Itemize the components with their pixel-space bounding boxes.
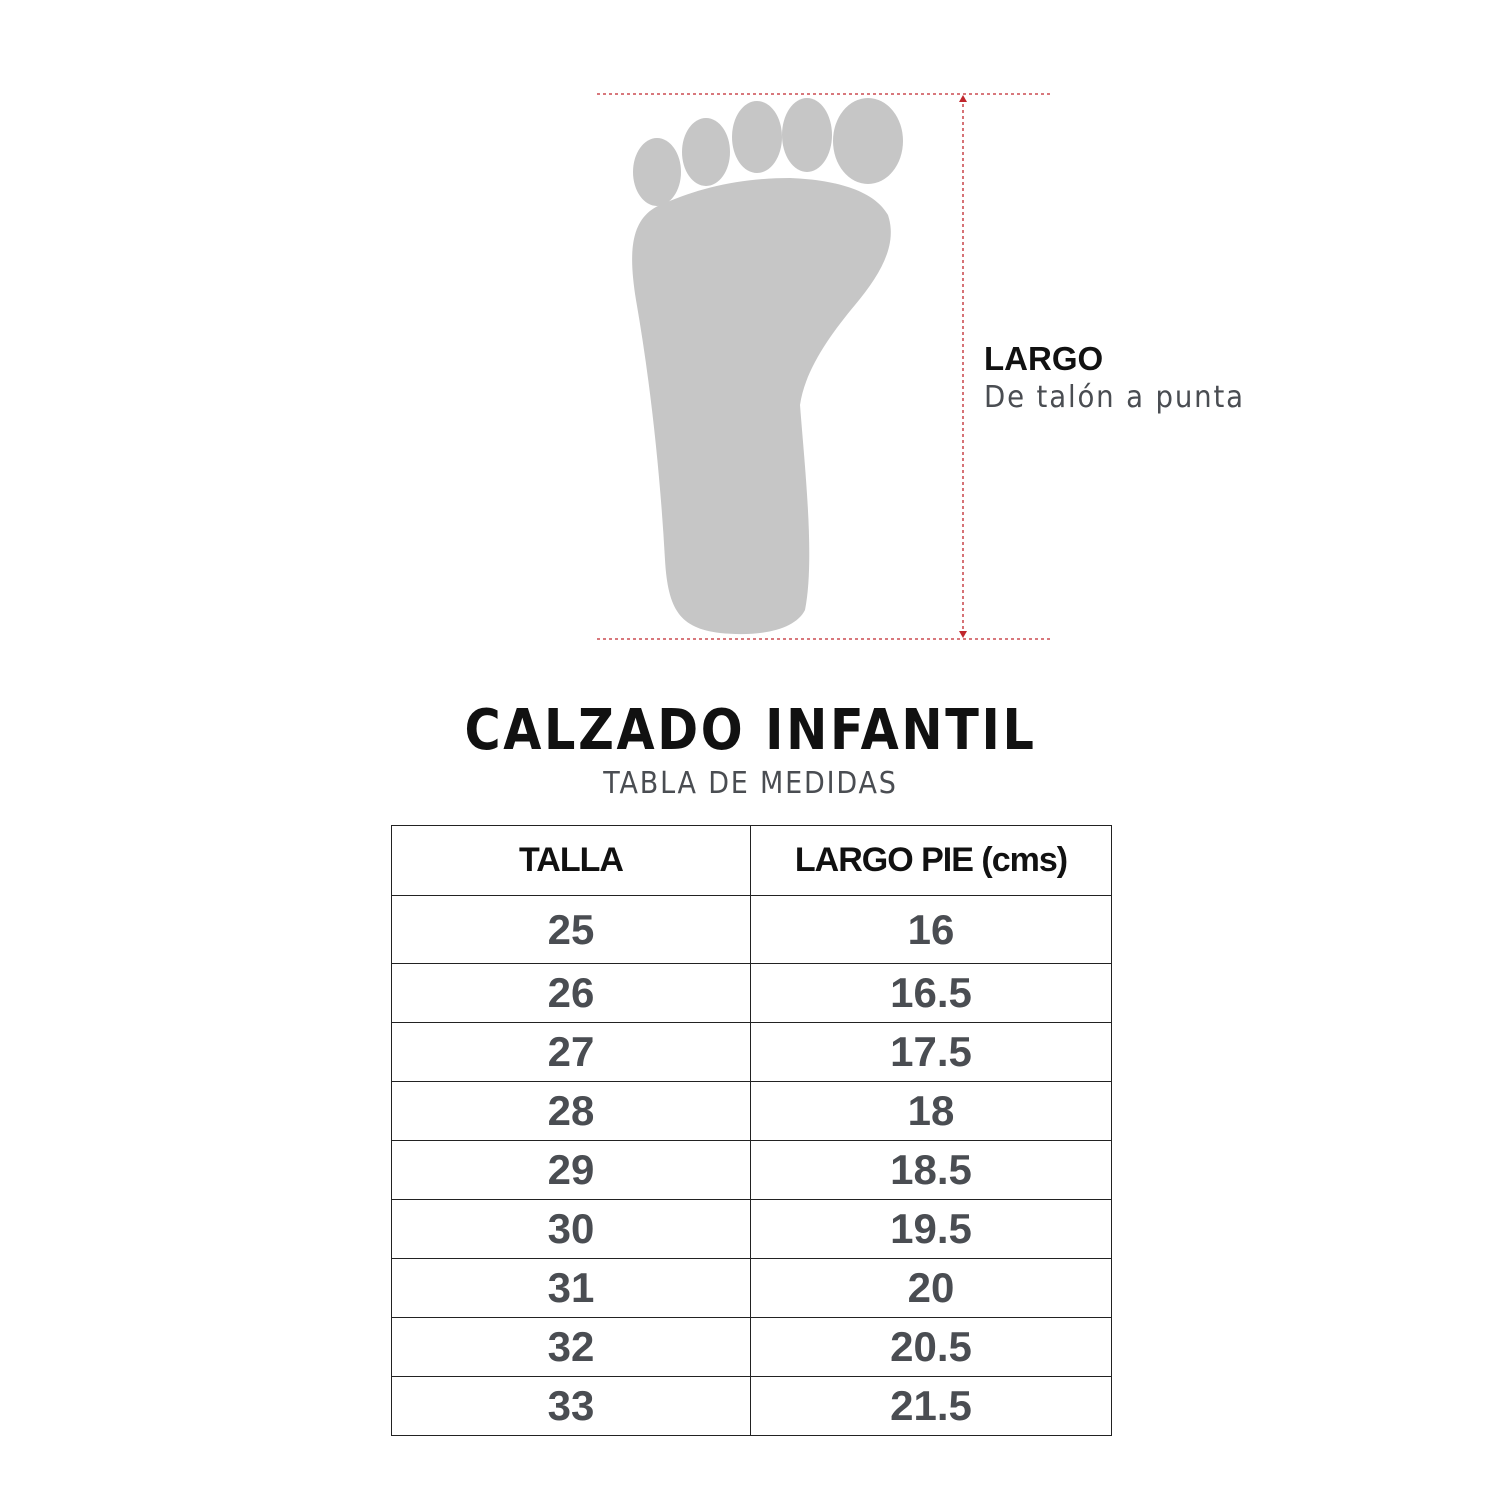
size-cell: 31 — [391, 1258, 751, 1318]
measure-label: LARGO — [984, 340, 1104, 377]
table-header-row: TALLA LARGO PIE (cms) — [391, 825, 1112, 896]
table-row: 28 18 — [391, 1081, 1112, 1141]
foot-illustration — [597, 93, 1052, 640]
table-row: 25 16 — [391, 895, 1112, 964]
measure-guides — [597, 93, 1052, 640]
size-cell: 26 — [391, 963, 751, 1023]
size-cell: 28 — [391, 1081, 751, 1141]
page-subtitle: TABLA DE MEDIDAS — [603, 766, 898, 801]
foot-length-cell: 16 — [750, 895, 1112, 964]
foot-length-cell: 21.5 — [750, 1376, 1112, 1436]
foot-length-cell: 16.5 — [750, 963, 1112, 1023]
table-row: 33 21.5 — [391, 1376, 1112, 1436]
foot-length-cell: 20.5 — [750, 1317, 1112, 1377]
table-row: 26 16.5 — [391, 963, 1112, 1023]
arrow-down-icon — [959, 631, 967, 638]
arrow-up-icon — [959, 95, 967, 102]
table-row: 27 17.5 — [391, 1022, 1112, 1082]
table-row: 29 18.5 — [391, 1140, 1112, 1200]
size-cell: 27 — [391, 1022, 751, 1082]
table-row: 30 19.5 — [391, 1199, 1112, 1259]
column-header-talla: TALLA — [391, 825, 751, 896]
size-table: TALLA LARGO PIE (cms) 25 16 26 16.5 27 17.5 28… — [391, 825, 1112, 1436]
table-row: 32 20.5 — [391, 1317, 1112, 1377]
foot-icon — [632, 98, 903, 635]
measure-description: De talón a punta — [984, 380, 1245, 415]
foot-length-cell: 18 — [750, 1081, 1112, 1141]
page-title: CALZADO INFANTIL — [464, 698, 1037, 763]
foot-length-cell: 17.5 — [750, 1022, 1112, 1082]
foot-length-cell: 19.5 — [750, 1199, 1112, 1259]
size-cell: 29 — [391, 1140, 751, 1200]
size-cell: 32 — [391, 1317, 751, 1377]
size-cell: 33 — [391, 1376, 751, 1436]
column-header-largo: LARGO PIE (cms) — [750, 825, 1112, 896]
size-cell: 30 — [391, 1199, 751, 1259]
foot-length-cell: 20 — [750, 1258, 1112, 1318]
table-row: 31 20 — [391, 1258, 1112, 1318]
foot-length-cell: 18.5 — [750, 1140, 1112, 1200]
size-cell: 25 — [391, 895, 751, 964]
